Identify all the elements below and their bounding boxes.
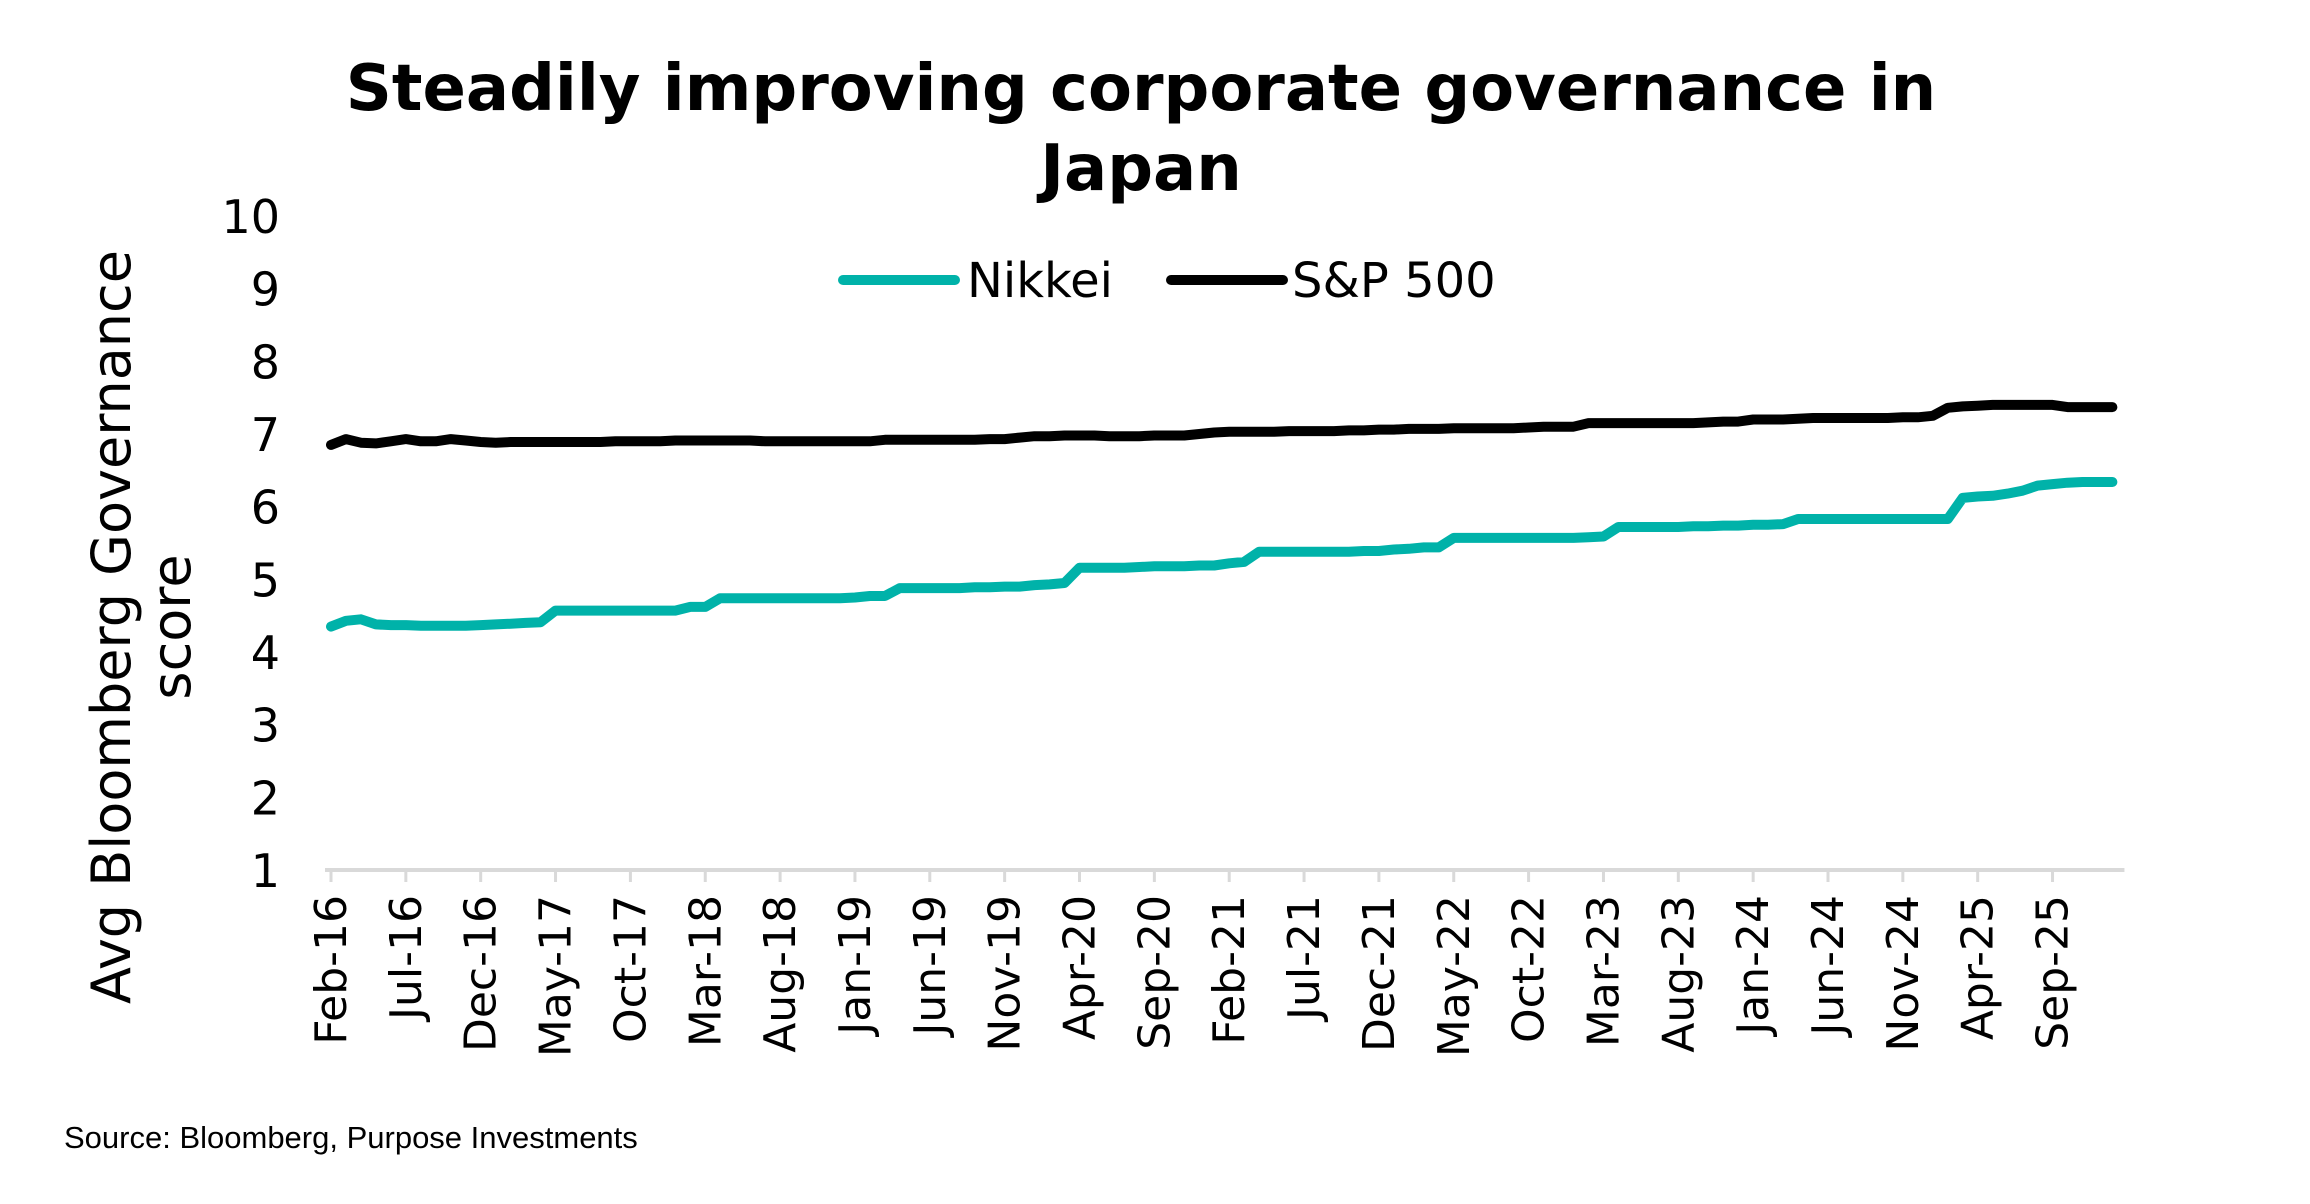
y-tick-label: 5 <box>251 553 280 607</box>
x-tick-label: Jun-19 <box>905 895 956 1039</box>
y-tick-label: 10 <box>221 190 280 244</box>
chart-title: Japan <box>1036 132 1242 206</box>
x-tick-label: Oct-22 <box>1504 895 1555 1043</box>
x-tick-label: May-17 <box>531 895 582 1057</box>
x-tick-label: Dec-21 <box>1354 895 1405 1052</box>
x-tick-label: Sep-25 <box>2028 895 2079 1050</box>
series-line-s-p-500 <box>326 399 2118 450</box>
y-tick-label: 6 <box>251 481 280 535</box>
x-tick-label: Jan-19 <box>830 895 881 1038</box>
y-tick-label: 3 <box>251 699 280 753</box>
x-tick-label: Nov-19 <box>980 895 1031 1052</box>
x-tick-label: Jul-21 <box>1279 895 1330 1023</box>
x-tick-label: Mar-18 <box>680 895 731 1047</box>
y-tick-label: 9 <box>251 263 280 317</box>
x-tick-label: Mar-23 <box>1578 895 1629 1047</box>
y-tick-label: 2 <box>251 771 280 825</box>
x-tick-label: Apr-25 <box>1953 895 2004 1040</box>
x-tick-label: Aug-18 <box>755 895 806 1053</box>
y-axis-title: score <box>140 554 203 699</box>
x-tick-label: Jan-24 <box>1728 895 1779 1038</box>
y-tick-label: 1 <box>251 844 280 898</box>
legend-label: Nikkei <box>967 253 1113 309</box>
chart-title: Steadily improving corporate governance … <box>346 52 1936 126</box>
series-line-nikkei <box>326 477 2118 632</box>
y-tick-label: 4 <box>251 626 280 680</box>
x-tick-label: May-22 <box>1429 895 1480 1057</box>
source-note: Source: Bloomberg, Purpose Investments <box>64 1120 638 1155</box>
x-tick-label: Jul-16 <box>381 895 432 1023</box>
x-tick-label: Nov-24 <box>1878 895 1929 1052</box>
x-tick-label: Dec-16 <box>456 895 507 1052</box>
x-tick-label: Feb-16 <box>306 895 357 1045</box>
x-tick-label: Aug-23 <box>1653 895 1704 1053</box>
x-tick-label: Feb-21 <box>1204 895 1255 1045</box>
x-tick-label: Jun-24 <box>1803 895 1854 1039</box>
y-tick-label: 8 <box>251 335 280 389</box>
x-tick-label: Sep-20 <box>1129 895 1180 1050</box>
y-tick-label: 7 <box>251 408 280 462</box>
legend-label: S&P 500 <box>1292 253 1496 309</box>
x-tick-label: Oct-17 <box>605 895 656 1043</box>
y-axis-title: Avg Bloomberg Governance <box>80 250 143 1004</box>
x-tick-label: Apr-20 <box>1055 895 1106 1040</box>
